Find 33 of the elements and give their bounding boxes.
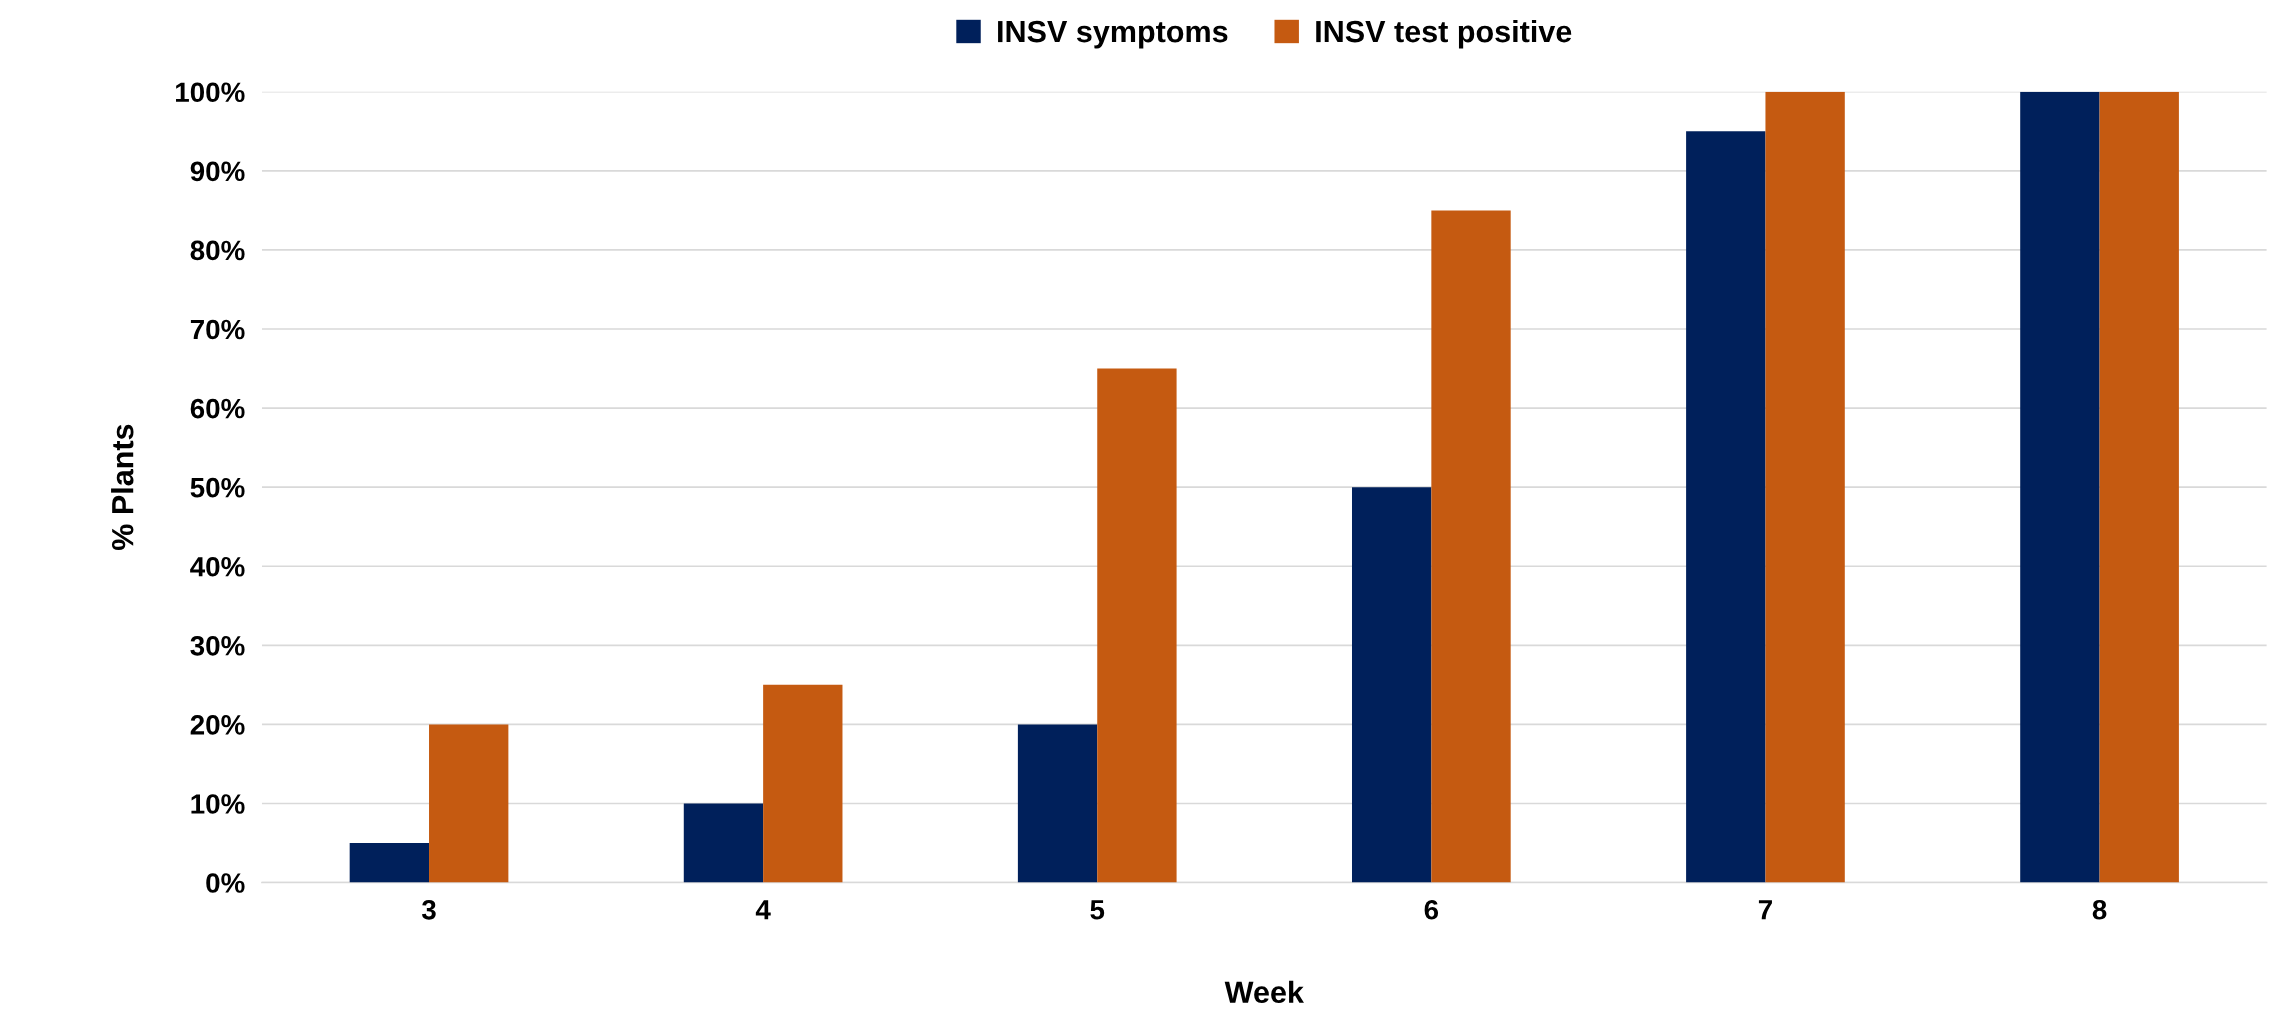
x-tick-label: 3	[421, 899, 436, 920]
bar	[2099, 91, 2179, 883]
bar	[763, 684, 843, 883]
bar	[1686, 131, 1766, 883]
legend-label: INSV test positive	[1316, 19, 1572, 49]
bar	[2020, 91, 2100, 883]
bar	[1431, 210, 1511, 883]
bar	[349, 843, 430, 883]
y-tick-label: 90%	[190, 161, 245, 182]
x-tick-label: 7	[1758, 900, 1772, 920]
legend-label: INSV symptoms	[998, 20, 1228, 49]
y-tick-label: 10%	[191, 794, 245, 814]
bar	[429, 724, 509, 883]
y-tick-label: 50%	[190, 477, 245, 498]
y-tick-label: 40%	[190, 556, 245, 577]
x-tick-label: 5	[1090, 900, 1105, 920]
y-tick-label: 60%	[190, 398, 245, 419]
y-tick-label: 30%	[190, 635, 245, 656]
y-tick-label: 0%	[206, 873, 245, 893]
bar	[1765, 91, 1845, 883]
y-tick-label: 20%	[190, 715, 245, 735]
bar	[1351, 487, 1432, 883]
x-tick-label: 4	[755, 900, 771, 920]
y-tick-label: 80%	[190, 240, 245, 261]
x-axis-title: Week	[1224, 980, 1304, 1004]
x-tick-label: 8	[2092, 899, 2107, 920]
y-tick-label: 70%	[190, 319, 245, 340]
bar	[1017, 724, 1098, 883]
y-tick-label: 100%	[176, 82, 245, 103]
x-tick-label: 6	[1424, 899, 1439, 920]
bar	[1097, 368, 1177, 883]
y-axis-title: % Plants	[111, 424, 134, 551]
bar	[683, 803, 764, 883]
